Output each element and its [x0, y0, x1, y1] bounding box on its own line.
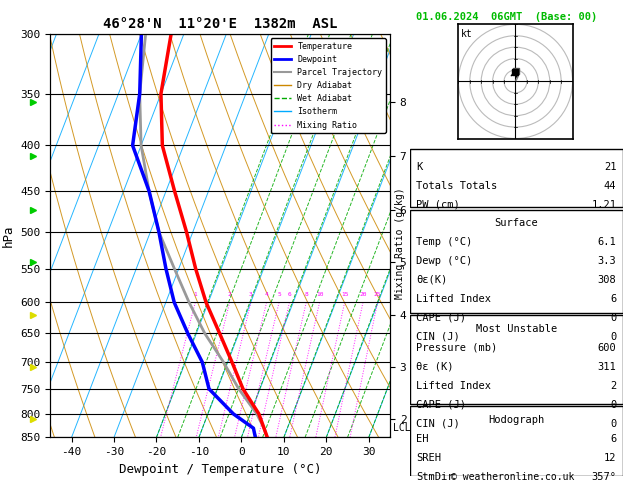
Text: 4: 4 — [265, 292, 269, 297]
Text: 10: 10 — [316, 292, 323, 297]
Y-axis label: hPa: hPa — [2, 225, 15, 247]
Text: kt: kt — [460, 29, 472, 39]
Text: 3: 3 — [249, 292, 253, 297]
Text: 2: 2 — [228, 292, 231, 297]
Text: θε (K): θε (K) — [416, 362, 454, 372]
Text: 0: 0 — [610, 418, 616, 429]
Bar — [410, 406, 623, 476]
Text: CAPE (J): CAPE (J) — [416, 313, 467, 323]
Text: 6: 6 — [287, 292, 291, 297]
Text: Totals Totals: Totals Totals — [416, 181, 498, 191]
Text: 357°: 357° — [591, 471, 616, 482]
Text: 6: 6 — [610, 294, 616, 304]
Text: 308: 308 — [598, 275, 616, 285]
Text: Lifted Index: Lifted Index — [416, 294, 491, 304]
Text: PW (cm): PW (cm) — [416, 200, 460, 210]
Text: 1.21: 1.21 — [591, 200, 616, 210]
X-axis label: Dewpoint / Temperature (°C): Dewpoint / Temperature (°C) — [119, 463, 321, 476]
Text: EH: EH — [416, 434, 429, 444]
Text: Temp (°C): Temp (°C) — [416, 237, 473, 247]
Text: 3.3: 3.3 — [598, 256, 616, 266]
Text: LCL: LCL — [393, 423, 411, 433]
Text: 1: 1 — [193, 292, 197, 297]
Text: 600: 600 — [598, 343, 616, 353]
Text: 5: 5 — [277, 292, 281, 297]
Text: 12: 12 — [604, 452, 616, 463]
Text: Hodograph: Hodograph — [488, 415, 545, 425]
Y-axis label: km
ASL: km ASL — [412, 226, 433, 246]
Text: 01.06.2024  06GMT  (Base: 00): 01.06.2024 06GMT (Base: 00) — [416, 12, 598, 22]
Text: © weatheronline.co.uk: © weatheronline.co.uk — [451, 472, 574, 482]
Text: 6.1: 6.1 — [598, 237, 616, 247]
Text: Dewp (°C): Dewp (°C) — [416, 256, 473, 266]
Text: SREH: SREH — [416, 452, 442, 463]
Text: Pressure (mb): Pressure (mb) — [416, 343, 498, 353]
Text: 0: 0 — [610, 399, 616, 410]
Text: CIN (J): CIN (J) — [416, 332, 460, 342]
Text: Mixing Ratio (g/kg): Mixing Ratio (g/kg) — [395, 187, 405, 299]
Text: 20: 20 — [359, 292, 367, 297]
Text: Most Unstable: Most Unstable — [476, 324, 557, 334]
Text: 311: 311 — [598, 362, 616, 372]
Text: Lifted Index: Lifted Index — [416, 381, 491, 391]
Text: CIN (J): CIN (J) — [416, 418, 460, 429]
Text: StmDir: StmDir — [416, 471, 454, 482]
Text: 25: 25 — [374, 292, 381, 297]
Bar — [410, 315, 623, 404]
Text: CAPE (J): CAPE (J) — [416, 399, 467, 410]
Bar — [410, 149, 623, 207]
Text: K: K — [416, 162, 423, 172]
Text: 2: 2 — [610, 381, 616, 391]
Text: 0: 0 — [610, 313, 616, 323]
Text: θε(K): θε(K) — [416, 275, 448, 285]
Title: 46°28'N  11°20'E  1382m  ASL: 46°28'N 11°20'E 1382m ASL — [103, 17, 337, 32]
Text: 44: 44 — [604, 181, 616, 191]
Text: 0: 0 — [610, 332, 616, 342]
Text: Surface: Surface — [494, 218, 538, 228]
Bar — [410, 209, 623, 313]
Text: 6: 6 — [610, 434, 616, 444]
Text: 21: 21 — [604, 162, 616, 172]
Legend: Temperature, Dewpoint, Parcel Trajectory, Dry Adiabat, Wet Adiabat, Isotherm, Mi: Temperature, Dewpoint, Parcel Trajectory… — [271, 38, 386, 133]
Text: 8: 8 — [304, 292, 308, 297]
Text: 15: 15 — [341, 292, 348, 297]
